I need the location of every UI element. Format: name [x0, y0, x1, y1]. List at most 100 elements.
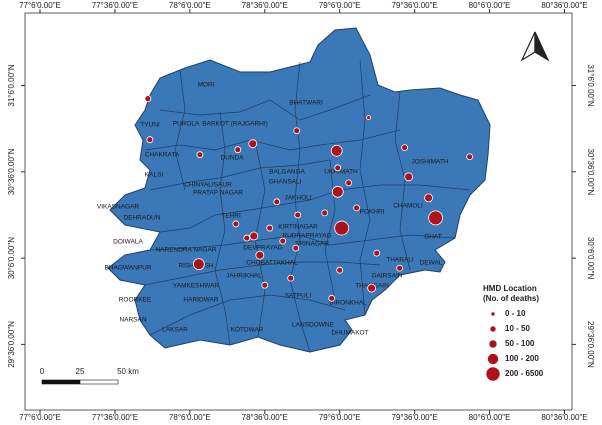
hmd-point [261, 281, 269, 289]
place-label: PUROLA [173, 121, 200, 128]
place-label: DEWAL [420, 260, 443, 267]
hmd-point [366, 115, 372, 121]
x-tick-label: 80°6'0.00"E [469, 1, 511, 10]
place-label: LAKSAR [162, 327, 188, 334]
y-tick-label: 30°6'0.00"N [7, 237, 16, 279]
legend: HMD Location (No. of deaths) 0 - 10 10 - … [483, 284, 544, 382]
legend-symbol [490, 311, 496, 317]
y-tick-label: 31°6'0.00"N [586, 64, 595, 106]
hmd-points [144, 95, 474, 302]
place-label: PRATAP NAGAR [193, 190, 243, 197]
hmd-point [294, 211, 302, 219]
scale-label: 0 [40, 367, 45, 376]
hmd-point [243, 234, 251, 242]
x-tick-label: 78°6'0.00"E [169, 413, 211, 422]
legend-label: 200 - 6500 [505, 369, 544, 378]
place-label: HARIDWAR [183, 297, 218, 304]
x-tick-label: 79°36'0.00"E [392, 413, 438, 422]
x-tick-label: 79°6'0.00"E [319, 1, 361, 10]
y-tick-label: 31°6'0.00"N [7, 64, 16, 106]
place-label: DUNDA [220, 155, 244, 162]
state-outline [107, 27, 491, 353]
place-label: TEHRI [221, 213, 241, 220]
hmd-point [196, 151, 204, 159]
y-tick-label: 30°36'0.00"N [7, 148, 16, 195]
place-label: BHAGWANPUR [104, 265, 151, 272]
hmd-point [424, 193, 433, 203]
place-label: DOIWALA [113, 239, 143, 246]
place-label: LANSDOWNE [292, 322, 335, 329]
hmd-point [428, 210, 444, 226]
place-label: BALGANGA [269, 169, 305, 176]
place-label: GAIRSAIN [371, 273, 402, 280]
legend-label: 100 - 200 [505, 354, 539, 363]
place-label: MORI [198, 82, 215, 89]
place-label: BARKOT (RAJGARHI) [202, 121, 268, 128]
legend-symbol [489, 325, 497, 333]
place-label: CHOBATTAKHAL [246, 260, 298, 267]
legend-label: 10 - 50 [505, 324, 530, 333]
scale-label: 50 km [117, 367, 139, 376]
x-tick-label: 78°36'0.00"E [242, 1, 288, 10]
legend-symbol [488, 339, 498, 349]
hmd-point [401, 144, 409, 152]
legend-symbol [487, 353, 499, 365]
place-label: JOSHIMATH [411, 159, 448, 166]
x-tick-label: 78°6'0.00"E [169, 1, 211, 10]
hmd-point [249, 231, 259, 241]
place-label: DHUMAKOT [331, 330, 368, 337]
scale-bar: 0 25 50 km [40, 367, 139, 385]
x-tick-label: 77°36'0.00"E [92, 413, 138, 422]
graticule-ticks: 77°6'0.00"E 77°6'0.00"E 77°36'0.00"E 77°36'… [7, 1, 595, 422]
place-label: JAKHOLI [284, 195, 311, 202]
place-label: BHATWARI [289, 100, 323, 107]
hmd-point [293, 127, 301, 135]
hmd-point [279, 237, 287, 245]
x-tick-label: 79°6'0.00"E [319, 413, 361, 422]
place-label: KIRTINAGAR [278, 224, 318, 231]
hmd-point [334, 164, 342, 172]
place-label: CHAKRATA [145, 152, 180, 159]
hmd-point [248, 139, 258, 149]
place-label: RUDRAPRAYAG [282, 233, 331, 240]
place-label: SATPULI [285, 293, 312, 300]
place-label: UKHIMATH [324, 169, 358, 176]
place-label: JAHRIKHAL [226, 273, 262, 280]
legend-title: HMD Location [483, 284, 537, 293]
place-label: SRINAGAR [295, 241, 329, 248]
place-label: ROORKEE [119, 297, 152, 304]
hmd-point [255, 250, 265, 260]
hmd-point [334, 220, 350, 236]
hmd-point [144, 95, 152, 103]
place-label: CHINYALISAUR [184, 182, 232, 189]
hmd-point [273, 198, 281, 206]
place-label: NARSAN [119, 317, 146, 324]
legend-symbol [485, 366, 501, 382]
hmd-point [345, 179, 353, 187]
x-tick-label: 79°36'0.00"E [392, 1, 438, 10]
hmd-point [353, 204, 361, 212]
place-label: DEHRADUN [124, 215, 161, 222]
place-label: GHANSALI [269, 179, 302, 186]
hmd-point [232, 220, 240, 228]
y-tick-label: 29°36'0.00"N [7, 321, 16, 368]
y-tick-label: 30°36'0.00"N [586, 148, 595, 195]
north-arrow [520, 31, 550, 62]
hmd-point [266, 224, 274, 232]
hmd-point [328, 294, 336, 302]
legend-subtitle: (No. of deaths) [483, 294, 539, 303]
x-tick-label: 80°36'0.00"E [541, 1, 587, 10]
hmd-point [292, 244, 300, 252]
hmd-point [373, 249, 381, 257]
x-tick-label: 80°36'0.00"E [541, 413, 587, 422]
hmd-point [466, 153, 474, 161]
place-label: BIRONKHAL [329, 300, 367, 307]
legend-label: 50 - 100 [505, 339, 535, 348]
hmd-point [396, 264, 404, 272]
x-tick-label: 77°6'0.00"E [19, 413, 61, 422]
place-label: POKHRI [360, 209, 385, 216]
place-label: GHAT [424, 234, 442, 241]
hmd-point [331, 185, 344, 198]
y-tick-label: 29°36'0.00"N [586, 321, 595, 368]
